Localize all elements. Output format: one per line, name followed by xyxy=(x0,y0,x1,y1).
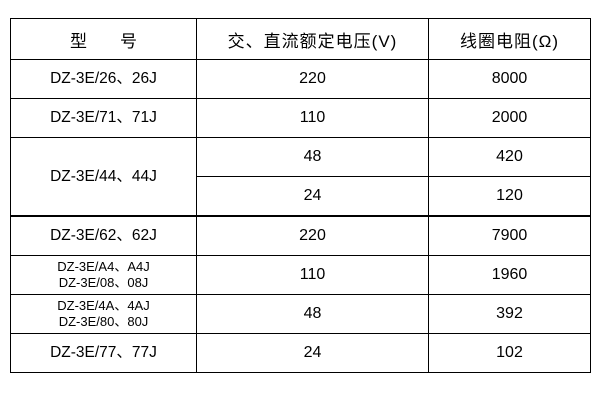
cell-resistance: 120 xyxy=(428,176,591,217)
relay-spec-table: 型 号 交、直流额定电压(V) 线圈电阻(Ω) DZ-3E/26、26J 220… xyxy=(10,18,591,373)
cell-resistance: 392 xyxy=(428,294,591,334)
cell-model: DZ-3E/44、44J xyxy=(10,137,197,217)
model-line: DZ-3E/71、71J xyxy=(50,109,157,127)
column-header-voltage: 交、直流额定电压(V) xyxy=(196,18,429,60)
model-line: DZ-3E/4A、4AJ xyxy=(57,297,150,313)
cell-model: DZ-3E/A4、A4J DZ-3E/08、08J xyxy=(10,255,197,295)
table-row: DZ-3E/77、77J 24 102 xyxy=(10,333,591,373)
cell-model: DZ-3E/77、77J xyxy=(10,333,197,373)
cell-resistance: 1960 xyxy=(428,255,591,295)
cell-voltage: 220 xyxy=(196,59,429,99)
column-header-model: 型 号 xyxy=(10,18,197,60)
cell-resistance: 2000 xyxy=(428,98,591,138)
cell-resistance: 420 xyxy=(428,137,591,177)
cell-voltage: 220 xyxy=(196,215,429,256)
cell-model: DZ-3E/26、26J xyxy=(10,59,197,99)
cell-model: DZ-3E/4A、4AJ DZ-3E/80、80J xyxy=(10,294,197,334)
table-row: DZ-3E/44、44J 48 420 xyxy=(10,137,591,217)
model-line: DZ-3E/44、44J xyxy=(50,167,157,185)
cell-model: DZ-3E/62、62J xyxy=(10,215,197,256)
cell-resistance: 8000 xyxy=(428,59,591,99)
cell-voltage: 110 xyxy=(196,98,429,138)
model-line: DZ-3E/08、08J xyxy=(58,275,149,290)
table-header-row: 型 号 交、直流额定电压(V) 线圈电阻(Ω) xyxy=(10,18,591,60)
table-row: DZ-3E/62、62J 220 7900 xyxy=(10,215,591,256)
table-row: DZ-3E/71、71J 110 2000 xyxy=(10,98,591,138)
cell-resistance: 7900 xyxy=(428,215,591,256)
cell-voltage: 24 xyxy=(196,176,429,217)
cell-voltage: 24 xyxy=(196,333,429,373)
table-row: DZ-3E/A4、A4J DZ-3E/08、08J 110 1960 xyxy=(10,255,591,295)
model-line: DZ-3E/77、77J xyxy=(50,344,157,362)
model-line: DZ-3E/62、62J xyxy=(50,227,157,245)
model-line: DZ-3E/26、26J xyxy=(50,70,157,88)
table-row: DZ-3E/26、26J 220 8000 xyxy=(10,59,591,99)
table-row: 24 120 xyxy=(11,176,591,217)
cell-model: DZ-3E/71、71J xyxy=(10,98,197,138)
cell-voltage: 48 xyxy=(196,294,429,334)
column-header-resistance: 线圈电阻(Ω) xyxy=(428,18,591,60)
cell-resistance: 102 xyxy=(428,333,591,373)
cell-voltage: 110 xyxy=(196,255,429,295)
model-line: DZ-3E/A4、A4J xyxy=(57,258,150,274)
table-header: 型 号 交、直流额定电压(V) 线圈电阻(Ω) xyxy=(10,18,591,60)
table-body: DZ-3E/26、26J 220 8000 DZ-3E/71、71J 110 2… xyxy=(10,59,591,373)
table-row: DZ-3E/4A、4AJ DZ-3E/80、80J 48 392 xyxy=(10,294,591,334)
model-line: DZ-3E/80、80J xyxy=(58,314,149,329)
cell-voltage: 48 xyxy=(196,137,429,177)
